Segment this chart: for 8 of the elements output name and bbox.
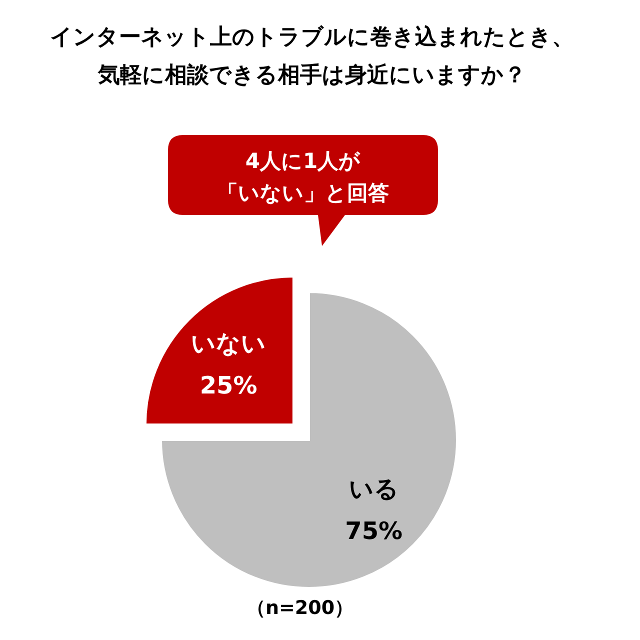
data-label: 25% <box>200 372 258 400</box>
slice-label: いない <box>191 330 266 358</box>
data-label: 75% <box>345 516 403 545</box>
text: （n=200） <box>246 597 354 619</box>
text: 4人に1人が <box>245 149 361 173</box>
chart-title: インターネット上のトラブルに巻き込まれたとき、気軽に相談できる相手は身近にいますか？ <box>50 25 574 88</box>
slice-label: いる <box>348 474 399 503</box>
text: 「いない」と回答 <box>217 181 389 205</box>
